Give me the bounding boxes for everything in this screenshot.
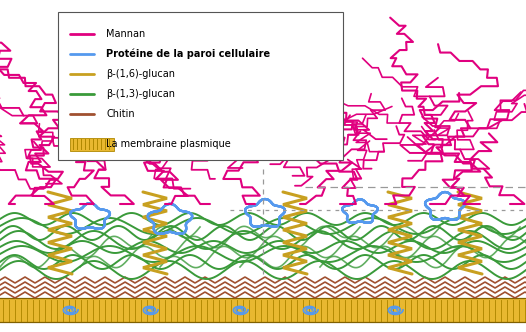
- Bar: [0, 298, 526, 322]
- Bar: [70, 137, 114, 150]
- Text: La membraine plasmique: La membraine plasmique: [106, 139, 231, 149]
- Text: Mannan: Mannan: [106, 29, 145, 39]
- Text: Chitin: Chitin: [106, 109, 135, 119]
- Text: β-(1,3)-glucan: β-(1,3)-glucan: [106, 89, 175, 99]
- Text: β-(1,6)-glucan: β-(1,6)-glucan: [106, 69, 175, 79]
- Text: Protéine de la paroi cellulaire: Protéine de la paroi cellulaire: [106, 49, 270, 59]
- Bar: [58, 12, 343, 160]
